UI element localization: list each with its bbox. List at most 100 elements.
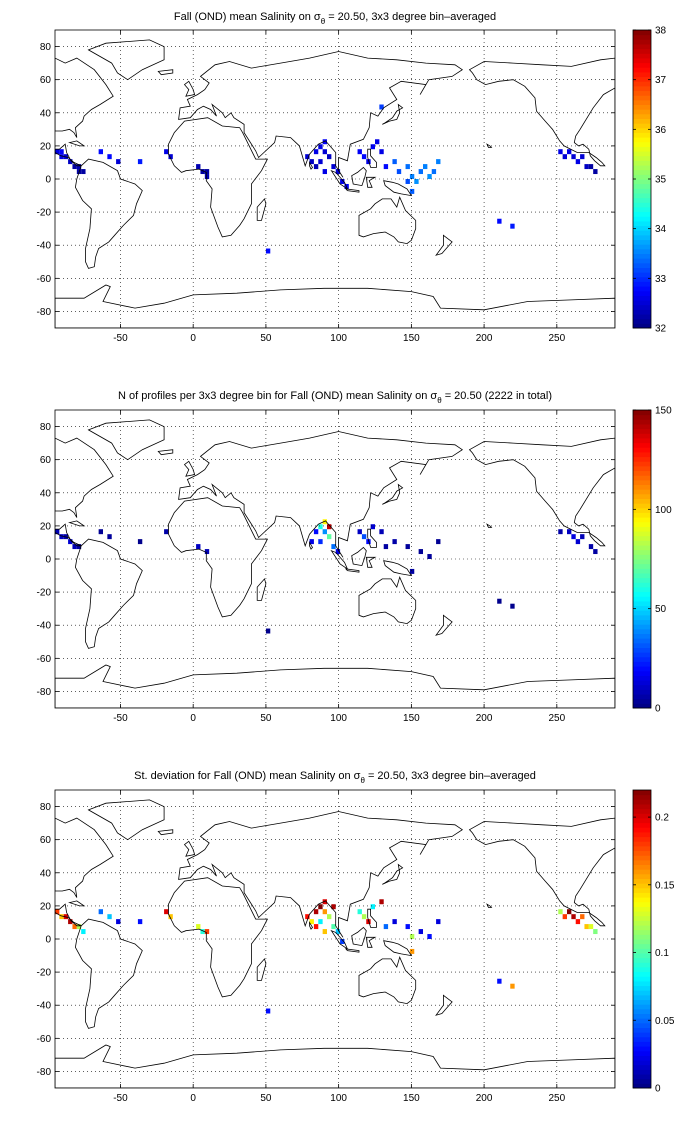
colorbar-segment (633, 628, 651, 634)
data-cell (309, 159, 314, 165)
data-cell (164, 909, 169, 915)
data-cell (562, 154, 567, 160)
coastline (468, 57, 615, 328)
colorbar-segment (633, 123, 651, 129)
data-cell (361, 914, 367, 920)
coastline (68, 520, 86, 527)
colorbar-segment (633, 971, 651, 977)
data-cell (370, 904, 375, 910)
colorbar-segment (633, 295, 651, 301)
colorbar-segment (633, 985, 651, 991)
data-cell (588, 164, 594, 170)
colorbar-segment (633, 234, 651, 241)
data-cell (331, 544, 336, 550)
colorbar-segment (633, 202, 651, 208)
data-cell (164, 529, 169, 535)
data-cell (196, 164, 201, 170)
data-cell (322, 529, 327, 535)
colorbar-segment (633, 827, 651, 833)
data-cell (379, 529, 384, 535)
colorbar-segment (633, 118, 651, 124)
colorbar-segment (633, 39, 651, 45)
colorbar-segment (633, 535, 651, 541)
data-cell (366, 539, 371, 545)
data-cell (116, 919, 121, 925)
colorbar-segment (633, 314, 651, 320)
colorbar-segment (633, 470, 651, 476)
data-cell (575, 539, 581, 545)
colorbar-segment (633, 794, 651, 800)
colorbar-segment (633, 174, 651, 180)
data-cell (331, 904, 336, 910)
data-cell (379, 899, 384, 905)
data-cell (305, 154, 310, 160)
colorbar-segment (633, 526, 651, 532)
coastline (256, 198, 267, 221)
chart-title: St. deviation for Fall (OND) mean Salini… (134, 770, 536, 785)
y-tick-label: 40 (40, 108, 52, 119)
colorbar-segment (633, 864, 651, 870)
title-subscript: θ (437, 396, 442, 405)
colorbar-segment (633, 498, 651, 504)
colorbar-segment (633, 197, 651, 203)
coastline (382, 103, 404, 125)
colorbar-segment (633, 225, 651, 231)
colorbar-segment (633, 81, 651, 87)
colorbar-segment (633, 53, 651, 59)
data-cell (309, 919, 314, 925)
data-cell (558, 909, 563, 915)
data-cell (107, 534, 112, 540)
data-cell (318, 159, 323, 165)
x-tick-label: 250 (548, 333, 565, 344)
colorbar-segment (633, 451, 651, 458)
coastline (55, 143, 82, 167)
colorbar-frame (632, 789, 652, 1089)
x-tick-label: 250 (548, 1093, 565, 1104)
coastline (344, 188, 360, 193)
data-cell (335, 929, 341, 935)
data-cell (379, 104, 384, 110)
data-cell (164, 149, 169, 155)
colorbar-segment (633, 799, 651, 805)
colorbar-tick-label: 150 (655, 406, 672, 417)
colorbar-segment (633, 1008, 651, 1014)
colorbar-segment (633, 461, 651, 467)
data-cell (200, 169, 205, 175)
data-cell (107, 154, 112, 160)
colorbar-tick-label: 100 (655, 505, 672, 516)
colorbar-segment (633, 99, 651, 105)
colorbar-segment (633, 85, 651, 92)
colorbar-tick-label: 0.1 (655, 948, 669, 959)
colorbar-segment (633, 610, 651, 616)
colorbar-segment (633, 906, 651, 912)
coastline (468, 437, 615, 708)
x-tick-label: 150 (403, 713, 420, 724)
colorbar-segment (633, 633, 651, 639)
data-cell (322, 909, 327, 915)
x-tick-label: -50 (113, 333, 128, 344)
data-cell (357, 149, 362, 155)
data-cell (55, 529, 60, 535)
data-cell (558, 149, 563, 155)
colorbar-segment (633, 262, 651, 268)
colorbar-segment (633, 62, 651, 68)
colorbar-segment (633, 137, 651, 143)
data-cell (414, 179, 419, 184)
colorbar-segment (633, 43, 651, 50)
x-tick-label: 250 (548, 713, 565, 724)
colorbar-segment (633, 1004, 651, 1010)
coastline (486, 523, 493, 528)
y-tick-label: -60 (37, 1034, 52, 1045)
data-cell (584, 164, 589, 170)
y-tick-label: -40 (37, 621, 52, 632)
data-cell (571, 534, 576, 540)
title-sigma: σ (354, 770, 361, 782)
data-cell (72, 544, 77, 550)
colorbar-segment (633, 698, 651, 704)
colorbar-segment (633, 614, 651, 621)
coastline (256, 578, 267, 601)
colorbar-segment (633, 554, 651, 560)
colorbar-segment (633, 1055, 651, 1061)
colorbar-tick-label: 36 (655, 125, 667, 136)
